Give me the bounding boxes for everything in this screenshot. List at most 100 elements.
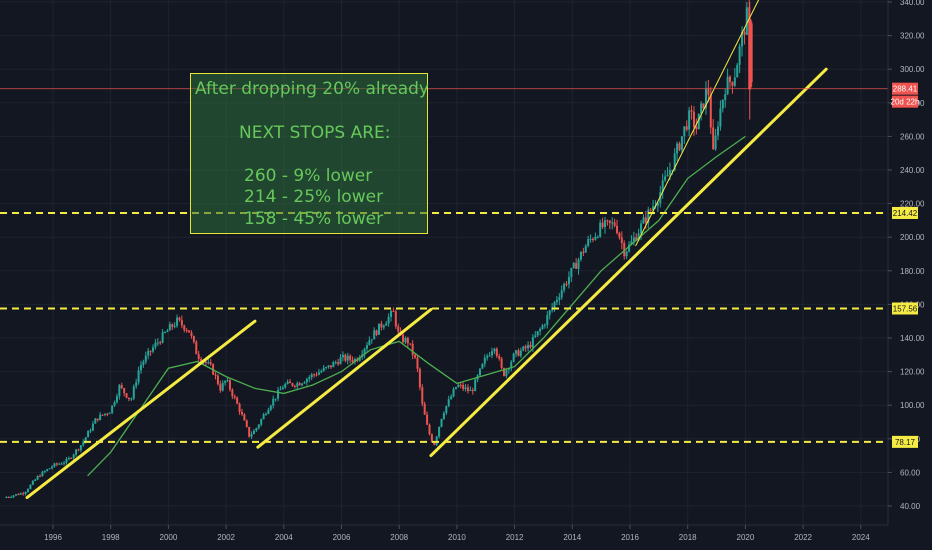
y-tick-label: 320.00 (900, 32, 925, 41)
candle-body (334, 362, 337, 364)
candle-body (390, 311, 393, 317)
candle-body (101, 414, 104, 416)
candle-body (79, 445, 82, 450)
candle-body (353, 359, 356, 362)
x-tick-label: 1998 (102, 533, 120, 542)
candle-body (173, 325, 176, 327)
candle-body (582, 251, 585, 253)
candle-body (281, 387, 284, 390)
candle-body (298, 383, 301, 386)
candle-body (339, 357, 342, 365)
x-tick-label: 2010 (448, 533, 466, 542)
candle-body (252, 430, 255, 435)
trendline (635, 0, 760, 247)
candle-body (589, 238, 592, 240)
candle-body (190, 332, 193, 337)
candle-body (166, 330, 169, 333)
candle-body (17, 494, 20, 496)
annotation-line-5: 158 - 45% lower (244, 209, 384, 229)
candle-body (507, 368, 510, 370)
candle-body (733, 77, 736, 86)
candle-body (77, 449, 80, 451)
candle-body (409, 343, 412, 345)
y-tick-label: 60.00 (900, 468, 921, 477)
candle-body (139, 364, 142, 371)
candle-body (293, 385, 296, 387)
candle-body (577, 259, 580, 269)
candle-body (375, 330, 378, 335)
candle-body (132, 386, 135, 399)
candle-body (457, 384, 460, 388)
candle-body (664, 176, 667, 181)
candle-body (543, 324, 546, 326)
candle-body (118, 385, 121, 397)
candle-body (685, 126, 688, 130)
time-axis[interactable]: 1996 1998 2000 2002 2004 2006 2008 2010 2012 2014… (0, 524, 888, 542)
candle-body (142, 361, 145, 365)
candle-body (666, 174, 669, 177)
candle-body (454, 387, 457, 390)
candle-body (620, 237, 623, 244)
candle-body (125, 393, 128, 398)
candle-body (555, 299, 558, 303)
candle-body (591, 238, 594, 240)
candle-body (596, 236, 599, 238)
candle-body (106, 413, 109, 415)
candle-body (137, 370, 140, 383)
candle-body (548, 310, 551, 316)
candle-body (103, 413, 106, 416)
candle-body (750, 23, 753, 83)
candle-body (539, 328, 542, 332)
candle-body (423, 403, 426, 415)
axis-labels: 214.42 157.56 78.17 288.41 20d 22h (891, 82, 919, 448)
candle-body (7, 497, 10, 499)
candle-body (29, 484, 32, 490)
candle-body (144, 355, 147, 362)
candle-body (493, 348, 496, 352)
candle-body (414, 354, 417, 358)
candle-body (365, 345, 368, 349)
trendline (256, 307, 433, 449)
candle-body (209, 362, 212, 365)
candle-body (51, 466, 54, 469)
candle-body (89, 430, 92, 432)
y-tick-label: 120.00 (900, 368, 925, 377)
level-label: 78.17 (895, 438, 916, 447)
price-axis[interactable]: 400.00380.00360.00340.00320.00300.00280.… (887, 0, 925, 525)
candle-body (474, 379, 477, 392)
candle-body (168, 324, 171, 331)
candle-body (260, 419, 263, 425)
candle-body (671, 169, 674, 171)
candle-body (623, 243, 626, 257)
candle-body (632, 237, 635, 242)
candle-body (611, 222, 614, 224)
trendline (429, 67, 828, 458)
candle-body (22, 493, 25, 495)
candle-body (204, 361, 207, 363)
candle-body (120, 385, 123, 389)
candle-body (714, 135, 717, 150)
annotation-box[interactable]: After dropping 20% already NEXT STOPS AR… (190, 73, 429, 234)
candle-body (642, 217, 645, 224)
candle-body (161, 332, 164, 343)
candle-body (721, 99, 724, 109)
candle-body (661, 180, 664, 193)
candle-body (505, 369, 508, 376)
candle-body (498, 356, 501, 359)
candle-body (53, 463, 56, 467)
candle-body (466, 387, 469, 391)
candle-body (154, 342, 157, 348)
candle-body (317, 372, 320, 375)
candle-body (731, 81, 734, 86)
candle-body (65, 459, 68, 463)
candle-body (368, 340, 371, 346)
candle-body (224, 380, 227, 383)
candle-body (637, 233, 640, 241)
horizontal-levels (0, 88, 888, 443)
candle-body (387, 316, 390, 324)
candle-body (228, 380, 231, 390)
candle-body (308, 377, 311, 379)
candle-body (659, 192, 662, 204)
candle-body (94, 418, 97, 424)
